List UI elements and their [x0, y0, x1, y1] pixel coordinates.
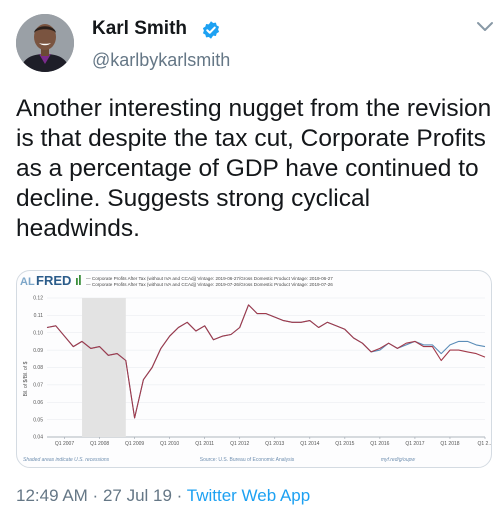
recession-shade — [82, 298, 126, 437]
meta-separator: · — [87, 486, 103, 505]
chevron-down-icon[interactable] — [476, 20, 494, 34]
x-tick-label: Q1 2016 — [370, 441, 389, 447]
y-tick-labels: 0.12 0.11 0.10 0.09 0.08 0.07 0.06 0.05 0.04 — [33, 296, 43, 441]
y-tick-label: 0.11 — [34, 313, 44, 319]
author-name[interactable]: Karl Smith — [92, 18, 188, 39]
tweet-text: Another interesting nugget from the revi… — [16, 95, 492, 242]
fred-logo-bars-icon — [76, 275, 81, 285]
legend-entry: — Corporate Profits After Tax (without I… — [86, 276, 333, 281]
y-tick-label: 0.06 — [33, 400, 43, 406]
y-tick-label: 0.04 — [33, 435, 43, 441]
y-tick-label: 0.09 — [33, 348, 43, 354]
source-app-link[interactable]: Twitter Web App — [186, 486, 311, 505]
x-tick-labels: Q1 2007 Q1 2008 Q1 2009 Q1 2010 Q1 2011 Q1 20… — [55, 437, 491, 447]
x-tick-label: Q1 2010 — [160, 441, 179, 447]
footer-link: myf.red/g/oupw — [381, 457, 416, 463]
x-tick-label: Q1 2009 — [125, 441, 144, 447]
attached-chart-card[interactable]: AL FRED — Corporate Profits After Tax (w… — [16, 270, 492, 468]
x-tick-label: Q1 2014 — [300, 441, 319, 447]
author-handle[interactable]: @karlbykarlsmith — [92, 50, 231, 70]
fred-logo-main: FRED — [36, 273, 71, 288]
y-tick-label: 0.12 — [33, 296, 43, 302]
footer-source: Source: U.S. Bureau of Economic Analysis — [200, 457, 295, 463]
y-tick-label: 0.10 — [33, 330, 43, 336]
tweet-time[interactable]: 12:49 AM — [16, 486, 88, 505]
x-tick-label: Q1 2007 — [55, 441, 74, 447]
footer-recessions-note: Shaded areas indicate U.S. recessions — [23, 457, 110, 463]
fred-logo: AL FRED — [20, 273, 81, 288]
y-tick-label: 0.07 — [33, 383, 43, 389]
x-tick-label: Q1 2015 — [335, 441, 354, 447]
tweet-date[interactable]: 27 Jul 19 — [102, 486, 172, 505]
tweet-meta: 12:49 AM · 27 Jul 19 · Twitter Web App — [16, 486, 310, 506]
fred-logo-prefix: AL — [20, 276, 35, 288]
avatar[interactable] — [16, 14, 74, 72]
x-tick-label: Q1 2012 — [230, 441, 249, 447]
x-tick-label: Q1 2011 — [195, 441, 214, 447]
x-tick-label: Q1 2008 — [90, 441, 109, 447]
legend-entry: — Corporate Profits After Tax (without I… — [86, 282, 333, 287]
meta-separator: · — [171, 486, 187, 505]
y-tick-label: 0.05 — [33, 417, 43, 423]
x-tick-label: Q1 2017 — [405, 441, 424, 447]
y-tick-label: 0.08 — [33, 365, 43, 371]
y-axis-label: Bil. of $/Bil. of $ — [23, 361, 29, 396]
fred-chart: AL FRED — Corporate Profits After Tax (w… — [20, 273, 491, 463]
recession-band — [82, 298, 126, 437]
x-tick-label: Q1 2013 — [265, 441, 284, 447]
series-line-2 — [46, 304, 486, 419]
x-tick-label: Q1 2... — [477, 441, 491, 447]
x-tick-label: Q1 2018 — [440, 441, 459, 447]
verified-badge-icon — [202, 21, 220, 39]
series-lines — [46, 304, 486, 419]
